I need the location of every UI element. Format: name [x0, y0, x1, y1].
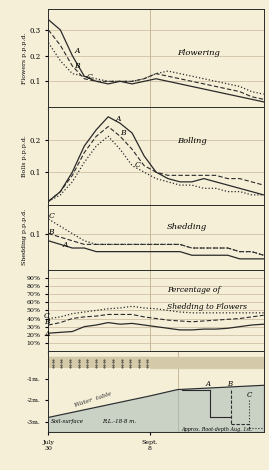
- Y-axis label: Flowers p.p.p.d.: Flowers p.p.p.d.: [22, 32, 27, 84]
- Text: A: A: [75, 47, 80, 55]
- Polygon shape: [48, 358, 264, 368]
- Text: Shedding to Flowers: Shedding to Flowers: [167, 303, 247, 311]
- Text: Soil-surface: Soil-surface: [51, 419, 84, 423]
- Text: A: A: [206, 380, 211, 388]
- Text: A: A: [62, 241, 68, 249]
- Text: Bolling: Bolling: [178, 137, 207, 145]
- Text: C: C: [134, 161, 140, 169]
- Text: B: B: [48, 228, 54, 236]
- Text: A: A: [44, 329, 49, 337]
- Text: Water  table: Water table: [74, 391, 113, 407]
- Polygon shape: [48, 385, 264, 432]
- Text: Flowering: Flowering: [178, 49, 220, 57]
- Text: B: B: [120, 129, 126, 137]
- Text: Percentage of: Percentage of: [167, 287, 220, 295]
- Bar: [48, 358, 264, 368]
- Text: Approx. Root-depth Aug. 1st.: Approx. Root-depth Aug. 1st.: [182, 427, 253, 432]
- Text: C: C: [86, 73, 92, 81]
- Text: Shedding: Shedding: [167, 223, 207, 231]
- Y-axis label: Bolls p.p.p.d.: Bolls p.p.p.d.: [22, 135, 27, 177]
- Text: C: C: [44, 312, 50, 320]
- Text: A: A: [116, 115, 121, 123]
- Y-axis label: Shedding p.p.p.d.: Shedding p.p.p.d.: [22, 209, 27, 265]
- Text: C: C: [246, 391, 252, 399]
- Text: C: C: [48, 212, 54, 220]
- Text: B: B: [44, 318, 50, 326]
- Text: B: B: [227, 380, 232, 388]
- Text: R.L.-18·8 m.: R.L.-18·8 m.: [102, 419, 136, 423]
- Text: B: B: [75, 63, 80, 70]
